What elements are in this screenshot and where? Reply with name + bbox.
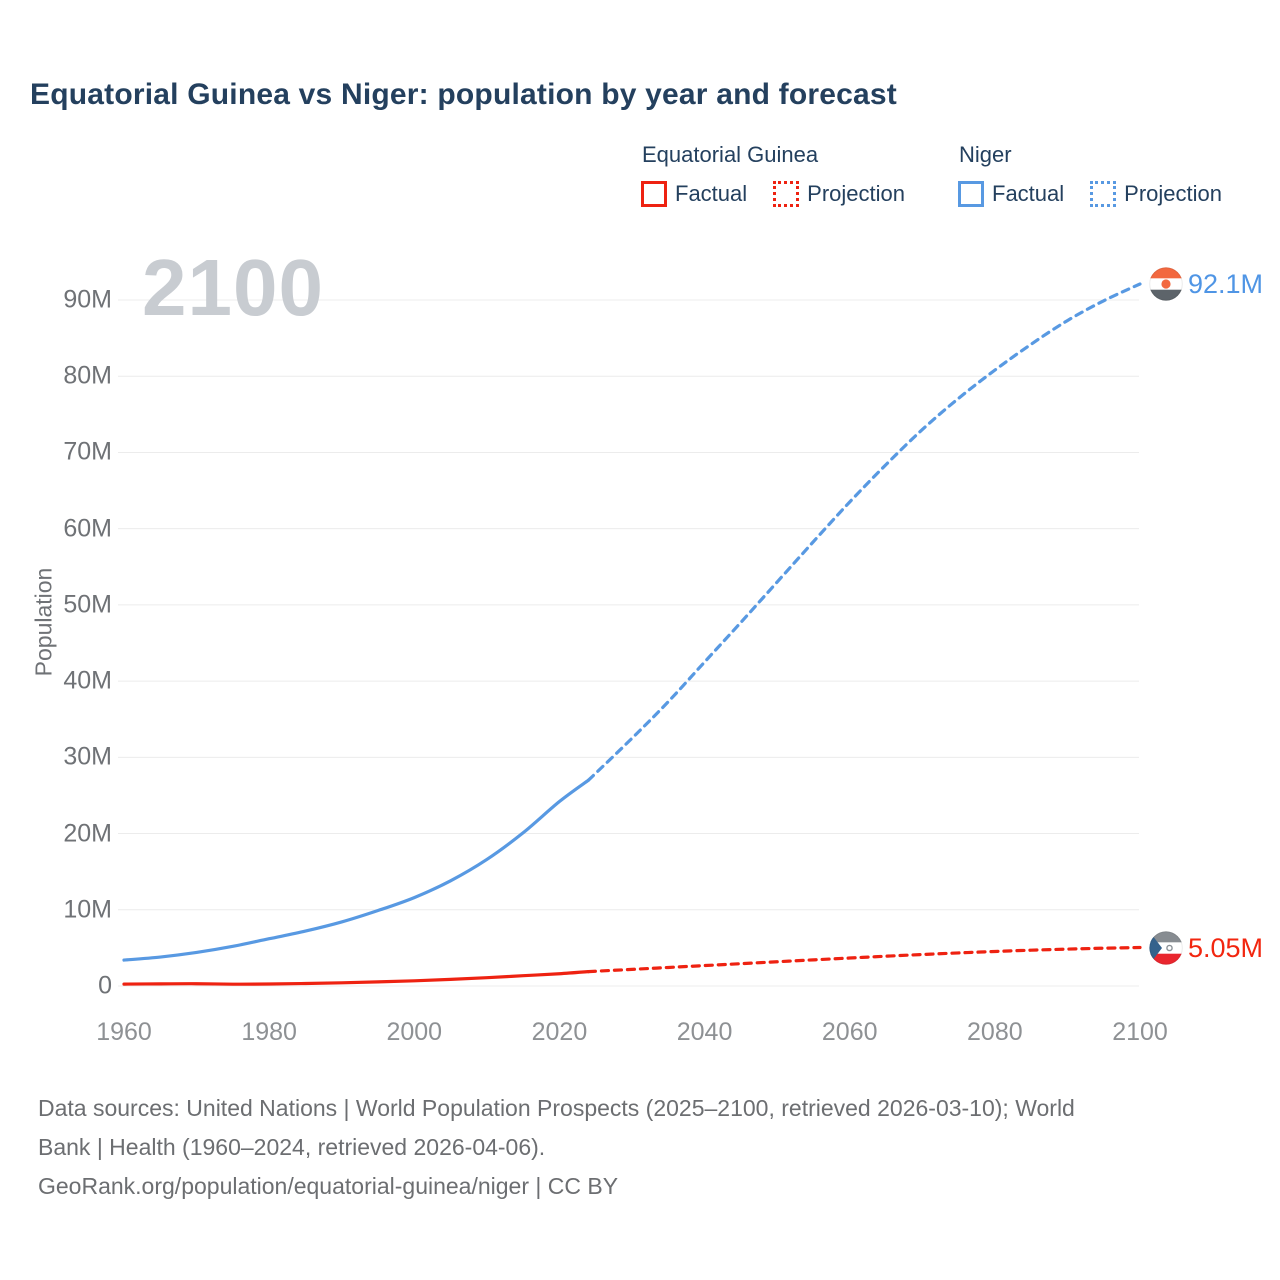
x-tick-label: 1980: [241, 1018, 297, 1046]
attribution-link[interactable]: GeoRank.org/population/equatorial-guinea…: [38, 1173, 619, 1199]
x-tick-label: 1960: [96, 1018, 152, 1046]
series-line-equatorial-guinea-factual: [122, 969, 591, 986]
x-tick-label: 2020: [531, 1018, 588, 1046]
x-tick-label: 2000: [386, 1018, 443, 1046]
y-tick-label: 70M: [63, 437, 112, 466]
x-tick-label: 2040: [676, 1018, 733, 1046]
legend-item-label: Factual: [675, 181, 748, 206]
series-line-niger-projection: [586, 282, 1142, 782]
equatorial-guinea-flag-icon: [1149, 930, 1183, 965]
legend-item-label: Factual: [992, 181, 1065, 206]
page-title: Equatorial Guinea vs Niger: population b…: [30, 78, 897, 111]
x-tick-label: 2100: [1112, 1018, 1168, 1046]
y-tick-label: 60M: [63, 514, 112, 543]
end-value-label-equatorial-guinea: 5.05M: [1188, 932, 1264, 963]
series-line-niger-factual: [122, 778, 591, 962]
legend-row: Factual Projection: [958, 181, 1222, 207]
legend-item-niger-factual[interactable]: Factual: [958, 181, 1064, 207]
legend-group-niger: Niger Factual Projection: [958, 142, 1222, 207]
legend-row: Factual Projection: [641, 181, 905, 207]
legend-swatch-solid-icon: [641, 181, 667, 207]
x-tick-label: 2060: [821, 1018, 878, 1046]
y-tick-label: 50M: [63, 590, 112, 619]
legend-group-equatorial-guinea: Equatorial Guinea Factual Projection: [641, 142, 905, 207]
watermark-year: 2100: [142, 243, 324, 332]
legend-item-label: Projection: [1124, 181, 1222, 206]
legend-item-eg-projection[interactable]: Projection: [773, 181, 905, 207]
legend-item-eg-factual[interactable]: Factual: [641, 181, 747, 207]
end-value-label-niger: 92.1M: [1188, 268, 1264, 299]
series-line-equatorial-guinea-projection: [586, 945, 1142, 974]
legend-item-niger-projection[interactable]: Projection: [1090, 181, 1222, 207]
legend-item-label: Projection: [807, 181, 905, 206]
data-sources-line: Bank | Health (1960–2024, retrieved 2026…: [38, 1134, 546, 1160]
legend-swatch-solid-icon: [958, 181, 984, 207]
data-sources-line: Data sources: United Nations | World Pop…: [38, 1095, 1075, 1121]
y-tick-label: 90M: [63, 285, 112, 314]
y-tick-label: 40M: [63, 666, 112, 695]
y-axis-title: Population: [30, 567, 57, 677]
x-tick-label: 2080: [967, 1018, 1023, 1046]
y-tick-label: 20M: [63, 819, 112, 848]
legend-group-title: Equatorial Guinea: [642, 142, 819, 167]
y-tick-label: 80M: [63, 361, 112, 390]
legend-swatch-dotted-icon: [773, 181, 800, 207]
y-tick-label: 0: [98, 971, 112, 1000]
legend-swatch-dotted-icon: [1090, 181, 1117, 207]
footer: Data sources: United Nations | World Pop…: [38, 1089, 1075, 1206]
legend-group-title: Niger: [959, 142, 1012, 167]
niger-flag-icon: [1149, 267, 1183, 301]
legend: Equatorial Guinea Factual Projection Nig…: [0, 142, 1280, 222]
y-tick-label: 30M: [63, 742, 112, 771]
y-tick-label: 10M: [63, 895, 112, 924]
